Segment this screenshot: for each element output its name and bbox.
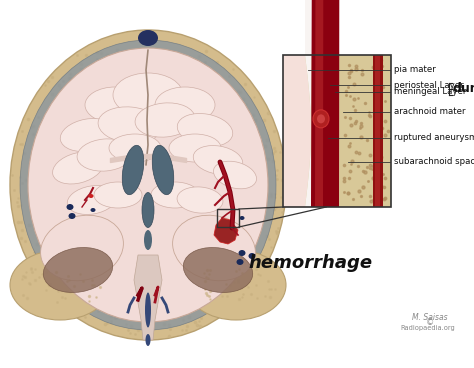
Bar [375,55,380,207]
Ellipse shape [113,73,183,117]
Ellipse shape [91,208,95,212]
Ellipse shape [169,134,221,162]
Ellipse shape [43,248,113,293]
Bar [217,209,239,227]
Ellipse shape [89,194,93,198]
Text: arachnoid mater: arachnoid mater [394,107,465,117]
Ellipse shape [66,204,73,210]
Ellipse shape [237,259,244,265]
Ellipse shape [186,250,286,320]
Ellipse shape [155,87,215,123]
Ellipse shape [317,114,325,123]
Text: dura: dura [453,82,474,96]
Ellipse shape [151,182,199,208]
Ellipse shape [152,145,174,195]
Ellipse shape [122,145,144,195]
Text: ©: © [426,318,434,328]
Ellipse shape [67,185,117,215]
Ellipse shape [60,118,116,152]
Ellipse shape [85,87,145,123]
Ellipse shape [142,192,154,227]
Ellipse shape [10,30,286,340]
Ellipse shape [98,107,162,143]
Ellipse shape [173,215,255,281]
Ellipse shape [41,215,123,281]
Ellipse shape [135,103,195,137]
Ellipse shape [144,230,152,250]
Text: hemorrhage: hemorrhage [248,254,372,272]
Ellipse shape [193,146,243,174]
Polygon shape [311,0,341,207]
Ellipse shape [313,110,329,128]
Ellipse shape [53,152,103,184]
Ellipse shape [28,48,268,322]
Ellipse shape [177,187,223,213]
Ellipse shape [238,250,246,256]
Ellipse shape [213,161,256,189]
Bar [283,55,391,207]
Text: ruptured aneurysm: ruptured aneurysm [394,134,474,142]
Text: M. Saisas: M. Saisas [412,314,448,322]
Ellipse shape [183,248,253,293]
Ellipse shape [94,182,142,208]
Bar [373,55,383,207]
Text: Radiopaedia.org: Radiopaedia.org [401,325,456,331]
Ellipse shape [138,30,158,46]
Polygon shape [134,255,162,340]
Ellipse shape [77,139,133,171]
Text: subarachnoid space: subarachnoid space [394,158,474,166]
Polygon shape [214,218,238,244]
Ellipse shape [145,293,151,328]
Polygon shape [315,0,325,207]
Ellipse shape [177,113,233,146]
Ellipse shape [20,40,276,330]
Text: meningeal Layer: meningeal Layer [394,88,466,96]
Ellipse shape [239,216,245,220]
Polygon shape [283,55,311,207]
Bar [283,55,391,207]
Ellipse shape [109,134,161,162]
Ellipse shape [69,213,75,219]
Bar [341,55,391,207]
Ellipse shape [10,250,110,320]
Polygon shape [305,0,316,207]
Text: periosteal Layer: periosteal Layer [394,81,464,89]
Ellipse shape [248,253,255,259]
Text: pia mater: pia mater [394,66,436,74]
Ellipse shape [146,334,151,346]
